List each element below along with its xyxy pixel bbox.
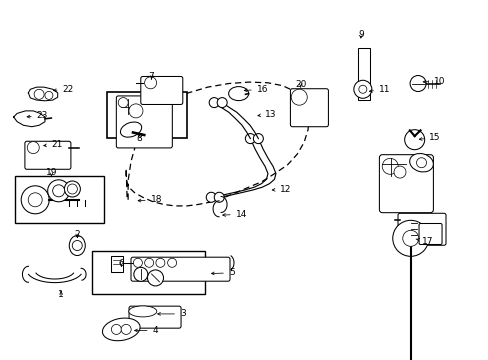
Ellipse shape (120, 122, 142, 137)
Text: 8: 8 (136, 134, 142, 143)
Text: 21: 21 (43, 140, 62, 149)
Circle shape (67, 184, 77, 194)
Circle shape (111, 324, 121, 334)
Circle shape (156, 258, 164, 267)
Bar (111, 256, 123, 272)
Circle shape (409, 76, 425, 91)
Circle shape (392, 220, 428, 256)
Text: 4: 4 (134, 326, 158, 335)
Circle shape (416, 158, 426, 168)
Circle shape (353, 80, 371, 98)
FancyBboxPatch shape (418, 224, 441, 244)
Bar (357, 48, 369, 99)
Bar (106, 92, 187, 138)
FancyBboxPatch shape (116, 96, 172, 148)
Circle shape (206, 192, 216, 202)
Circle shape (45, 91, 53, 99)
Ellipse shape (64, 181, 80, 197)
Text: 20: 20 (294, 80, 306, 89)
Circle shape (118, 98, 128, 108)
Ellipse shape (228, 87, 248, 100)
Circle shape (245, 134, 255, 144)
FancyBboxPatch shape (397, 213, 445, 245)
Circle shape (133, 258, 142, 267)
Circle shape (147, 270, 163, 286)
Text: 18: 18 (138, 195, 162, 204)
FancyBboxPatch shape (141, 76, 183, 104)
Text: 19: 19 (45, 168, 57, 177)
Circle shape (382, 158, 397, 174)
Ellipse shape (48, 180, 69, 202)
Text: 13: 13 (257, 110, 276, 119)
FancyBboxPatch shape (131, 257, 229, 281)
Circle shape (72, 240, 82, 251)
Circle shape (393, 166, 405, 178)
Text: 3: 3 (157, 310, 185, 319)
Circle shape (27, 141, 39, 154)
Circle shape (209, 98, 219, 108)
Ellipse shape (409, 153, 432, 172)
FancyBboxPatch shape (129, 306, 181, 328)
Text: 2: 2 (74, 230, 80, 239)
Text: 10: 10 (422, 77, 445, 85)
Text: 16: 16 (244, 85, 268, 94)
Bar (15, 176, 103, 223)
Circle shape (134, 267, 147, 281)
Circle shape (21, 186, 49, 214)
Text: 6: 6 (118, 259, 124, 268)
Circle shape (34, 89, 44, 99)
Ellipse shape (102, 318, 140, 341)
Text: 14: 14 (222, 210, 246, 219)
FancyBboxPatch shape (290, 89, 328, 127)
Text: 15: 15 (418, 133, 440, 142)
Circle shape (28, 193, 42, 207)
Circle shape (253, 134, 263, 144)
Text: 12: 12 (272, 184, 290, 194)
Circle shape (358, 85, 366, 93)
FancyBboxPatch shape (379, 155, 432, 213)
Circle shape (144, 77, 156, 89)
Text: 1: 1 (58, 290, 64, 299)
Ellipse shape (69, 235, 85, 256)
Text: 11: 11 (368, 85, 390, 94)
Circle shape (129, 104, 142, 118)
Circle shape (53, 185, 64, 197)
Circle shape (167, 258, 176, 267)
FancyBboxPatch shape (25, 141, 71, 169)
Text: 9: 9 (357, 30, 363, 39)
Text: 5: 5 (211, 269, 234, 277)
Circle shape (214, 192, 224, 202)
Circle shape (217, 98, 227, 108)
Ellipse shape (128, 306, 157, 317)
Text: 17: 17 (415, 238, 432, 247)
Circle shape (291, 89, 306, 105)
Circle shape (144, 258, 153, 267)
Circle shape (121, 324, 131, 334)
Bar (92, 251, 205, 294)
Ellipse shape (404, 130, 424, 150)
Text: 22: 22 (53, 85, 74, 94)
Text: 23: 23 (27, 112, 48, 120)
Circle shape (402, 230, 418, 246)
Text: 7: 7 (148, 72, 154, 81)
